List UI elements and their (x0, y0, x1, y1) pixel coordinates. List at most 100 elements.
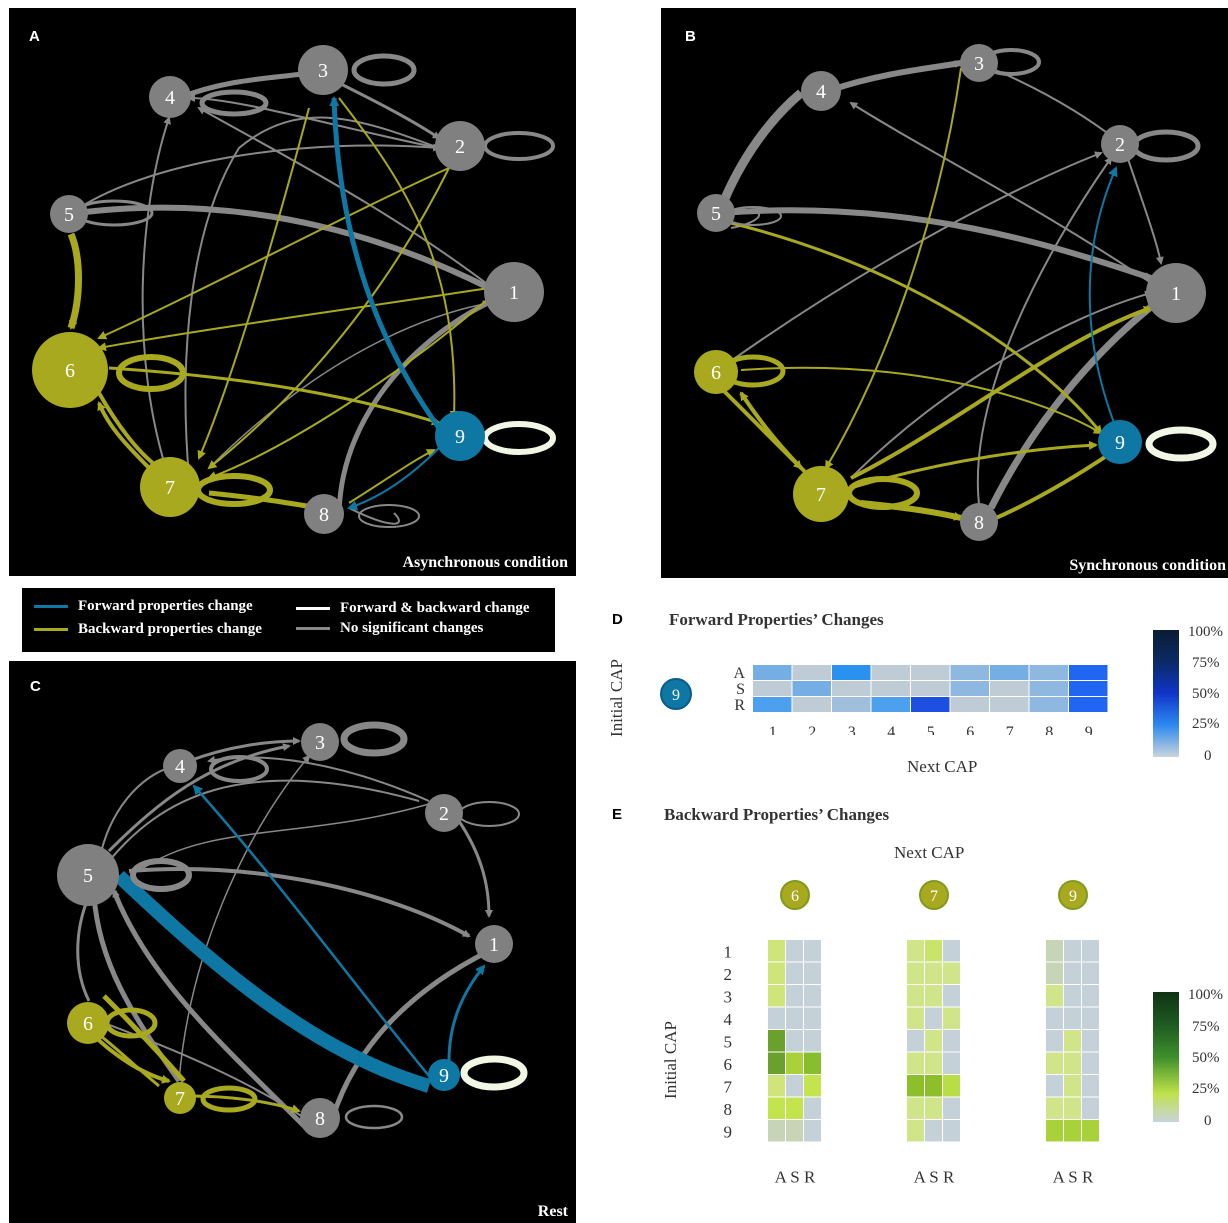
svg-text:9: 9 (1115, 432, 1125, 454)
svg-text:1: 1 (489, 934, 499, 956)
backward-cell (1082, 1030, 1099, 1052)
svg-text:5: 5 (711, 203, 721, 225)
backward-node-label: 7 (930, 888, 938, 905)
svg-text:2: 2 (455, 136, 465, 158)
forward-row-label: S (736, 681, 745, 698)
backward-cell (786, 1075, 803, 1097)
backward-cell (925, 1052, 942, 1074)
backward-cell (786, 1030, 803, 1052)
backward-cell (804, 962, 821, 984)
backward-node-6 (780, 880, 810, 910)
forward-col-label: 8 (1045, 724, 1053, 735)
forward-cell (832, 681, 871, 696)
backward-cell (925, 1007, 942, 1029)
backward-cell (804, 1097, 821, 1119)
panel-a-label: A (29, 28, 40, 45)
backward-node-9 (1058, 880, 1088, 910)
backward-cell (1082, 1120, 1099, 1142)
backward-cell (1046, 1097, 1063, 1119)
legend-none-label: No significant changes (340, 620, 484, 636)
panel-d-xlabel: Next CAP (907, 757, 978, 776)
forward-col-label: 1 (769, 724, 777, 735)
backward-cell (804, 1007, 821, 1029)
svg-text:6: 6 (83, 1013, 93, 1035)
backward-cell (907, 1075, 924, 1097)
svg-text:9: 9 (455, 426, 465, 448)
network-rest: 1 2 3 4 5 6 7 8 9 (57, 721, 528, 1138)
backward-cell (1046, 1075, 1063, 1097)
svg-text:1: 1 (1171, 283, 1181, 305)
panel-d-ylabel: Initial CAP (606, 659, 626, 737)
backward-cell (1064, 1120, 1081, 1142)
svg-text:4: 4 (816, 81, 826, 103)
backward-cell (925, 985, 942, 1007)
backward-col-labels: A S R (914, 1168, 955, 1187)
forward-cell (832, 697, 871, 712)
backward-cell (907, 1120, 924, 1142)
backward-cell (925, 1120, 942, 1142)
backward-row-label: 1 (724, 943, 733, 962)
svg-text:9: 9 (672, 687, 680, 704)
svg-text:4: 4 (165, 87, 175, 109)
backward-cell (925, 1075, 942, 1097)
panel-b-condition: Synchronous condition (1069, 557, 1226, 574)
forward-cell (871, 665, 910, 680)
backward-cell (1064, 940, 1081, 962)
svg-text:1: 1 (509, 282, 519, 304)
backward-cell (907, 1097, 924, 1119)
forward-cell (1029, 697, 1068, 712)
forward-row-label: R (734, 697, 745, 714)
legend-forward-label: Forward properties change (78, 598, 253, 614)
backward-cell (907, 1030, 924, 1052)
svg-text:3: 3 (318, 60, 328, 82)
svg-text:4: 4 (175, 756, 185, 778)
backward-cell (907, 962, 924, 984)
backward-cell (943, 940, 960, 962)
backward-node-7 (919, 880, 949, 910)
backward-scale-25: 25% (1192, 1081, 1220, 1097)
backward-cell (768, 1007, 785, 1029)
legend-both: Forward & backward change (296, 600, 530, 617)
forward-colorbar (1153, 630, 1179, 757)
backward-cell (786, 1052, 803, 1074)
forward-cell (792, 697, 831, 712)
panel-c-network: 1 2 3 4 5 6 7 8 9 C Rest (9, 661, 576, 1223)
backward-scale-0: 0 (1204, 1113, 1212, 1129)
forward-col-label: 2 (808, 724, 816, 735)
backward-cell (1082, 985, 1099, 1007)
forward-cell (990, 681, 1029, 696)
svg-text:2: 2 (1115, 134, 1125, 156)
backward-cell (1046, 1120, 1063, 1142)
panel-a-condition: Asynchronous condition (402, 554, 568, 571)
backward-cell (1064, 1075, 1081, 1097)
forward-cell (753, 681, 792, 696)
legend-backward: Backward properties change (34, 621, 262, 638)
backward-cell (925, 962, 942, 984)
backward-cell (786, 1120, 803, 1142)
backward-cell (943, 1120, 960, 1142)
backward-cell (1046, 1030, 1063, 1052)
backward-row-label: 4 (724, 1010, 733, 1029)
svg-text:6: 6 (65, 360, 75, 382)
backward-cell (925, 940, 942, 962)
forward-cell (1069, 665, 1108, 680)
legend-none-swatch (296, 627, 330, 630)
backward-cell (804, 1120, 821, 1142)
forward-scale-100: 100% (1188, 624, 1223, 640)
panel-e-label: E (612, 806, 623, 823)
forward-scale-25: 25% (1192, 716, 1220, 732)
network-asynchronous: 1 2 3 4 5 6 7 8 9 (32, 45, 556, 534)
backward-cell (943, 985, 960, 1007)
forward-col-label: 6 (966, 724, 974, 735)
backward-cell (1064, 1030, 1081, 1052)
backward-cell (786, 940, 803, 962)
backward-colorbar (1153, 992, 1179, 1122)
forward-cell (950, 665, 989, 680)
backward-cell (1064, 1097, 1081, 1119)
backward-cell (786, 985, 803, 1007)
backward-cell (804, 1075, 821, 1097)
backward-cell (943, 1052, 960, 1074)
svg-text:3: 3 (315, 732, 325, 754)
backward-row-label: 6 (724, 1055, 733, 1074)
backward-cell (1064, 985, 1081, 1007)
